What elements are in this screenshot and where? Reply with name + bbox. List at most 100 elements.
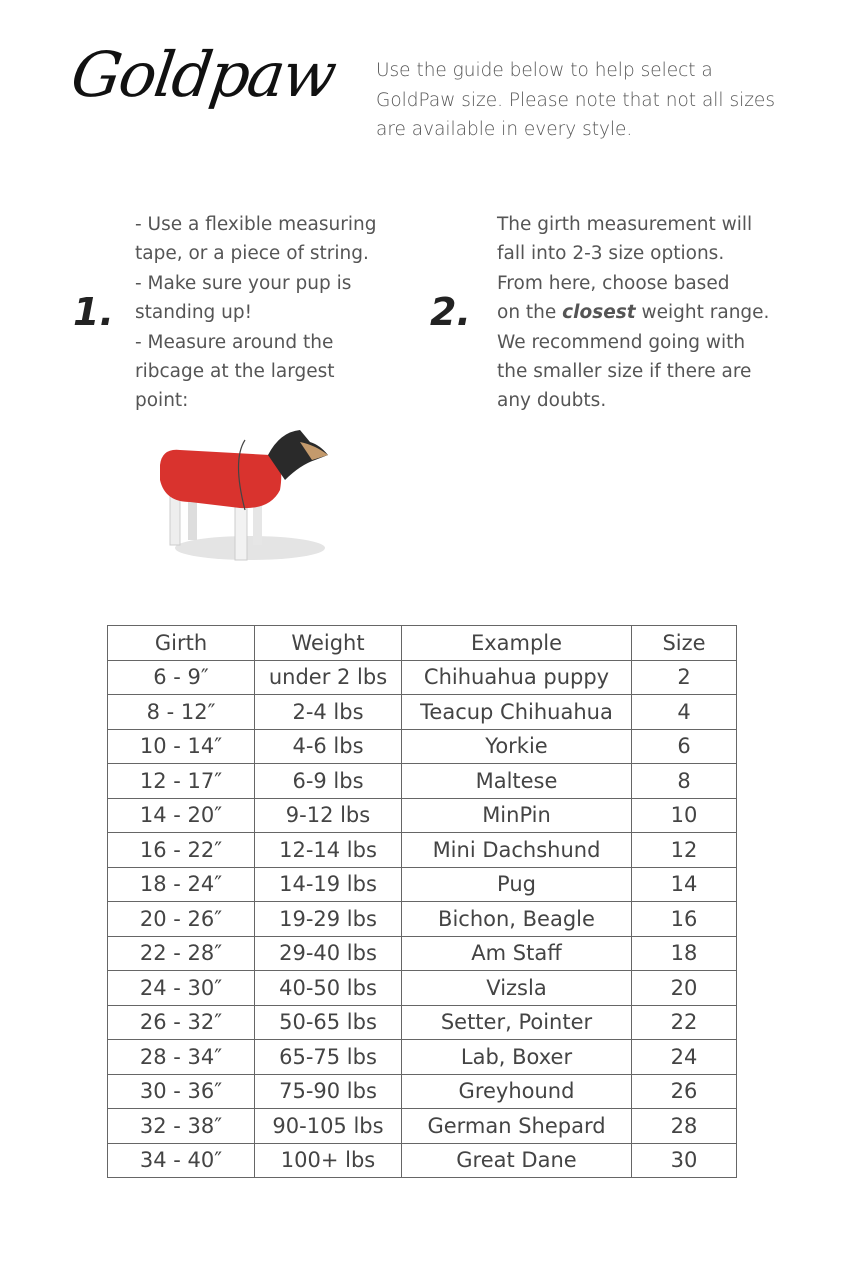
weight-cell: 9-12 lbs	[254, 797, 402, 833]
weight-cell: 6-9 lbs	[254, 763, 402, 799]
weight-cell: 90-105 lbs	[254, 1108, 402, 1144]
size-cell: 18	[631, 935, 737, 971]
size-cell: 22	[631, 1004, 737, 1040]
column-header: Example	[401, 625, 632, 661]
step-1-number: 1.	[73, 290, 114, 334]
size-cell: 10	[631, 797, 737, 833]
girth-cell: 16 - 22″	[107, 832, 255, 868]
step-1-line: point:	[135, 390, 189, 412]
example-cell: Teacup Chihuahua	[401, 694, 632, 730]
girth-cell: 30 - 36″	[107, 1073, 255, 1109]
girth-cell: 20 - 26″	[107, 901, 255, 937]
table-row: 20 - 26″ 19-29 lbs Bichon, Beagle 16	[107, 901, 737, 937]
weight-cell: 29-40 lbs	[254, 935, 402, 971]
girth-cell: 28 - 34″	[107, 1039, 255, 1075]
size-cell: 12	[631, 832, 737, 868]
size-cell: 24	[631, 1039, 737, 1075]
size-cell: 20	[631, 970, 737, 1006]
girth-cell: 10 - 14″	[107, 728, 255, 764]
weight-cell: 19-29 lbs	[254, 901, 402, 937]
example-cell: Greyhound	[401, 1073, 632, 1109]
example-cell: Am Staff	[401, 935, 632, 971]
example-cell: German Shepard	[401, 1108, 632, 1144]
size-cell: 28	[631, 1108, 737, 1144]
girth-cell: 34 - 40″	[107, 1142, 255, 1178]
column-header: Girth	[107, 625, 255, 661]
emphasis-closest: closest	[562, 302, 636, 324]
girth-cell: 22 - 28″	[107, 935, 255, 971]
size-cell: 26	[631, 1073, 737, 1109]
step-1-line: - Measure around the	[135, 331, 334, 353]
size-chart-table: Girth Weight Example Size 6 - 9″ under 2 lbs…	[107, 625, 737, 1178]
column-header: Size	[631, 625, 737, 661]
example-cell: Pug	[401, 866, 632, 902]
table-row: 6 - 9″ under 2 lbs Chihuahua puppy 2	[107, 659, 737, 695]
table-row: 24 - 30″ 40-50 lbs Vizsla 20	[107, 970, 737, 1006]
girth-cell: 26 - 32″	[107, 1004, 255, 1040]
table-row: 12 - 17″ 6-9 lbs Maltese 8	[107, 763, 737, 799]
example-cell: Great Dane	[401, 1142, 632, 1178]
size-cell: 6	[631, 728, 737, 764]
weight-cell: under 2 lbs	[254, 659, 402, 695]
girth-cell: 32 - 38″	[107, 1108, 255, 1144]
table-row: 10 - 14″ 4-6 lbs Yorkie 6	[107, 728, 737, 764]
girth-cell: 8 - 12″	[107, 694, 255, 730]
column-header: Weight	[254, 625, 402, 661]
size-cell: 14	[631, 866, 737, 902]
table-row: 8 - 12″ 2-4 lbs Teacup Chihuahua 4	[107, 694, 737, 730]
step-2-number: 2.	[430, 290, 471, 334]
girth-cell: 6 - 9″	[107, 659, 255, 695]
step-2-line: on the closest weight range.	[497, 298, 769, 327]
example-cell: MinPin	[401, 797, 632, 833]
text: on the	[497, 302, 563, 324]
weight-cell: 14-19 lbs	[254, 866, 402, 902]
step-1-line: tape, or a piece of string.	[135, 243, 369, 265]
step-2-line: From here, choose based	[497, 272, 730, 294]
table-row: 22 - 28″ 29-40 lbs Am Staff 18	[107, 935, 737, 971]
step-2-line: the smaller size if there are	[497, 361, 752, 383]
step-2-line: We recommend going with	[497, 331, 746, 353]
weight-cell: 65-75 lbs	[254, 1039, 402, 1075]
step-1-line: - Use a flexible measuring	[135, 214, 377, 235]
step-1-line: - Make sure your pup is	[135, 272, 352, 294]
step-1-line: standing up!	[135, 302, 253, 324]
step-2-text: The girth measurement will fall into 2-3…	[497, 210, 769, 416]
example-cell: Vizsla	[401, 970, 632, 1006]
weight-cell: 100+ lbs	[254, 1142, 402, 1178]
size-cell: 8	[631, 763, 737, 799]
table-row: 30 - 36″ 75-90 lbs Greyhound 26	[107, 1073, 737, 1109]
table-row: 28 - 34″ 65-75 lbs Lab, Boxer 24	[107, 1039, 737, 1075]
example-cell: Chihuahua puppy	[401, 659, 632, 695]
step-2-line: any doubts.	[497, 390, 607, 412]
text: weight range.	[635, 302, 770, 324]
girth-cell: 18 - 24″	[107, 866, 255, 902]
size-cell: 2	[631, 659, 737, 695]
size-cell: 30	[631, 1142, 737, 1178]
size-cell: 16	[631, 901, 737, 937]
weight-cell: 12-14 lbs	[254, 832, 402, 868]
example-cell: Mini Dachshund	[401, 832, 632, 868]
table-row: 26 - 32″ 50-65 lbs Setter, Pointer 22	[107, 1004, 737, 1040]
table-row: 16 - 22″ 12-14 lbs Mini Dachshund 12	[107, 832, 737, 868]
example-cell: Bichon, Beagle	[401, 901, 632, 937]
step-1-text: - Use a flexible measuring tape, or a pie…	[135, 210, 376, 416]
size-cell: 4	[631, 694, 737, 730]
weight-cell: 4-6 lbs	[254, 728, 402, 764]
girth-cell: 12 - 17″	[107, 763, 255, 799]
step-2-line: fall into 2-3 size options.	[497, 243, 725, 265]
weight-cell: 40-50 lbs	[254, 970, 402, 1006]
dog-in-red-coat-image	[160, 430, 328, 561]
girth-cell: 24 - 30″	[107, 970, 255, 1006]
goldpaw-logo: Goldpaw	[66, 38, 340, 111]
example-cell: Maltese	[401, 763, 632, 799]
table-row: 18 - 24″ 14-19 lbs Pug 14	[107, 866, 737, 902]
weight-cell: 75-90 lbs	[254, 1073, 402, 1109]
table-row: 14 - 20″ 9-12 lbs MinPin 10	[107, 797, 737, 833]
example-cell: Yorkie	[401, 728, 632, 764]
example-cell: Setter, Pointer	[401, 1004, 632, 1040]
step-2-line: The girth measurement will	[497, 214, 753, 235]
example-cell: Lab, Boxer	[401, 1039, 632, 1075]
table-header-row: Girth Weight Example Size	[107, 625, 737, 661]
weight-cell: 2-4 lbs	[254, 694, 402, 730]
table-row: 34 - 40″ 100+ lbs Great Dane 30	[107, 1142, 737, 1178]
